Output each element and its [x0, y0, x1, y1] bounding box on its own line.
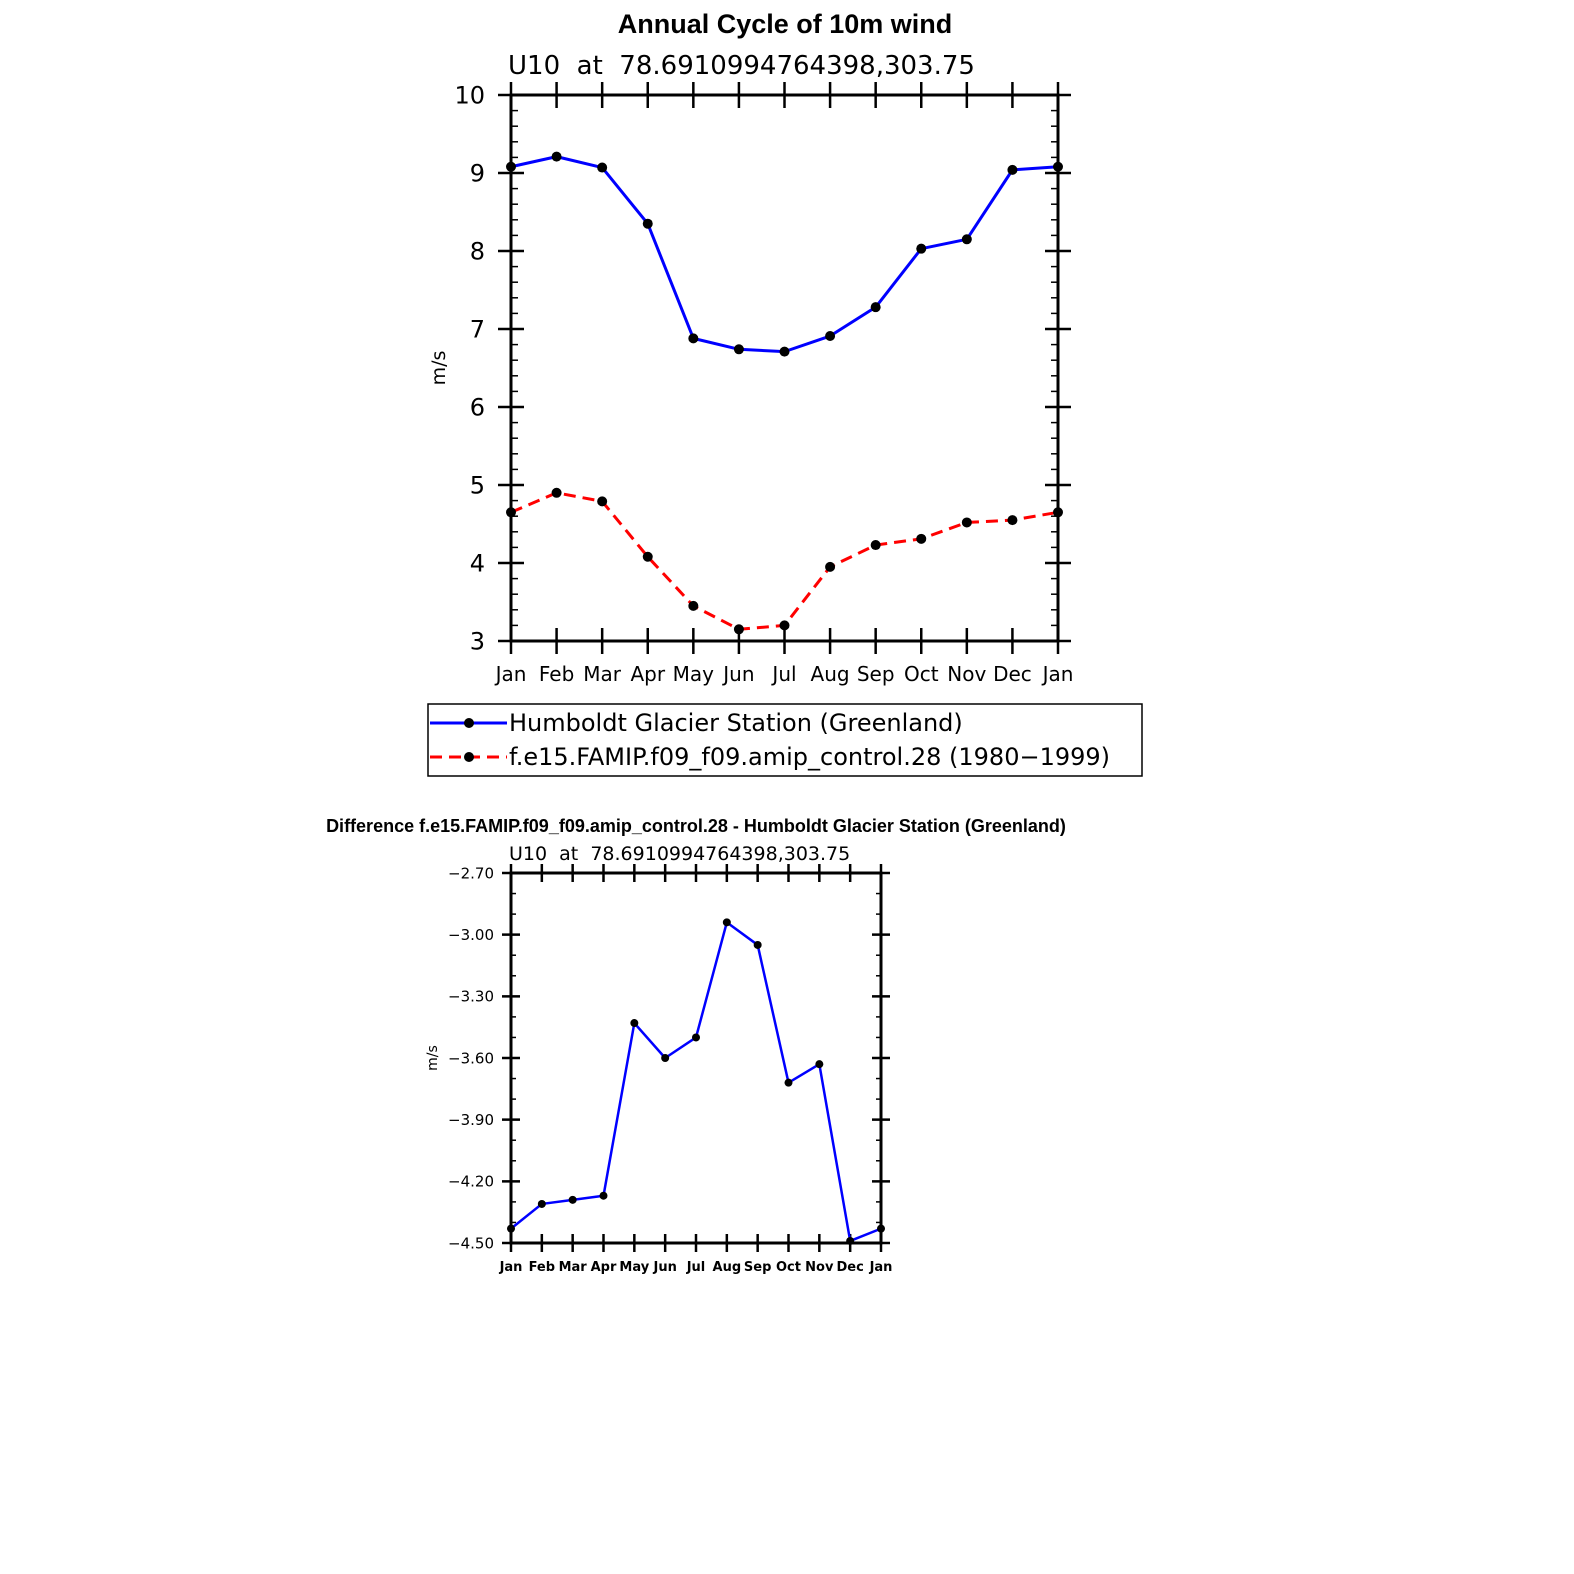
data-point [630, 1019, 639, 1028]
data-point [779, 346, 790, 357]
legend-label-station: Humboldt Glacier Station (Greenland) [509, 709, 963, 737]
difference-chart: Difference f.e15.FAMIP.f09_f09.amip_cont… [326, 816, 1066, 1275]
x-tick-label: Aug [811, 662, 850, 686]
series-line [510, 155, 1059, 354]
x-tick-label: Sep [857, 662, 895, 686]
y-tick-label: −3.00 [448, 926, 494, 944]
x-tick-label: Jan [494, 662, 527, 686]
x-tick-label: Nov [947, 662, 986, 686]
chart2-frame [509, 871, 883, 1245]
data-point [916, 533, 927, 544]
chart2-title: Difference f.e15.FAMIP.f09_f09.amip_cont… [326, 816, 1066, 836]
data-point [642, 218, 653, 229]
y-tick-label: −3.30 [448, 988, 494, 1006]
legend-label-model: f.e15.FAMIP.f09_f09.amip_control.28 (198… [509, 743, 1110, 771]
chart1-ticks: 3 4 5 6 7 8 9 10 Jan Feb Mar Apr May Jun Jul Aug Sep Oct N… [454, 82, 1073, 686]
data-point [722, 918, 731, 927]
data-point [597, 496, 608, 507]
x-tick-label: Jan [869, 1260, 893, 1275]
x-tick-label: Jul [770, 662, 796, 686]
chart2-ticks: −4.50 −4.20 −3.90 −3.60 −3.30 −3.00 −2.70 Jan Fe… [448, 864, 892, 1275]
data-point [916, 243, 927, 254]
data-point [661, 1054, 670, 1062]
x-tick-label: Jun [721, 662, 754, 686]
y-tick-label: 9 [470, 160, 485, 188]
y-tick-label: 7 [470, 316, 485, 344]
x-tick-label: Mar [559, 1260, 588, 1275]
data-point [733, 344, 744, 355]
y-tick-label: −3.60 [448, 1049, 494, 1067]
data-point [597, 162, 608, 173]
chart1-frame [509, 93, 1060, 643]
y-tick-label: 8 [470, 238, 485, 266]
y-tick-label: −3.90 [448, 1111, 494, 1129]
chart2-subtitle: U10 at 78.6910994764398,303.75 [509, 843, 850, 865]
chart1-series [506, 151, 1063, 635]
data-point [825, 561, 836, 572]
data-point [1007, 164, 1018, 175]
y-tick-label: 4 [470, 550, 485, 578]
x-tick-label: Aug [713, 1260, 742, 1275]
x-tick-label: Dec [993, 662, 1032, 686]
x-tick-label: Apr [591, 1260, 617, 1275]
data-point [753, 940, 762, 949]
x-tick-label: Jan [1041, 662, 1074, 686]
x-tick-label: Dec [837, 1260, 864, 1275]
data-point [779, 620, 790, 631]
data-point [961, 234, 972, 245]
x-tick-label: Jan [499, 1260, 523, 1275]
x-tick-label: Apr [630, 662, 665, 686]
y-tick-label: −2.70 [448, 864, 494, 882]
chart1-title: Annual Cycle of 10m wind [618, 9, 953, 39]
data-point [692, 1033, 700, 1042]
legend-marker-station [464, 718, 474, 728]
legend-box [427, 703, 1143, 777]
data-point [870, 540, 881, 551]
x-tick-label: Oct [904, 662, 939, 686]
chart2-ylabel: m/s [425, 1045, 441, 1071]
data-point [784, 1078, 793, 1087]
x-tick-label: Jun [652, 1260, 676, 1275]
data-point [688, 600, 699, 611]
data-point [825, 331, 836, 342]
chart1-subtitle: U10 at 78.6910994764398,303.75 [508, 51, 975, 81]
series-line [510, 491, 1059, 631]
y-tick-label: 3 [470, 628, 485, 656]
chart2-series [507, 918, 885, 1245]
data-point [568, 1195, 577, 1204]
annual-cycle-chart: Annual Cycle of 10m wind U10 at 78.69109… [427, 9, 1143, 777]
data-point [537, 1199, 546, 1208]
data-point [961, 517, 972, 528]
x-tick-label: May [673, 662, 715, 686]
y-tick-label: 5 [470, 472, 485, 500]
data-point [1007, 515, 1018, 526]
data-point [815, 1060, 824, 1069]
x-tick-label: Oct [776, 1260, 801, 1275]
x-tick-label: Nov [805, 1260, 834, 1275]
x-tick-label: Mar [583, 662, 622, 686]
data-point [688, 333, 699, 344]
x-tick-label: May [619, 1260, 649, 1275]
chart1-legend: Humboldt Glacier Station (Greenland) f.e… [427, 703, 1143, 777]
y-tick-label: 10 [454, 82, 485, 110]
data-point [642, 551, 653, 562]
x-tick-label: Feb [539, 662, 574, 686]
x-tick-label: Feb [529, 1260, 555, 1275]
series-line [510, 921, 882, 1243]
legend-marker-model [464, 752, 474, 762]
data-point [551, 151, 562, 162]
data-point [733, 624, 744, 635]
data-point [599, 1191, 608, 1200]
data-point [551, 487, 562, 498]
chart1-ylabel: m/s [428, 351, 450, 386]
data-point [870, 302, 881, 313]
y-tick-label: 6 [470, 394, 485, 422]
y-tick-label: −4.20 [448, 1173, 494, 1191]
x-tick-label: Sep [744, 1260, 772, 1275]
y-tick-label: −4.50 [448, 1234, 494, 1252]
x-tick-label: Jul [686, 1260, 706, 1275]
